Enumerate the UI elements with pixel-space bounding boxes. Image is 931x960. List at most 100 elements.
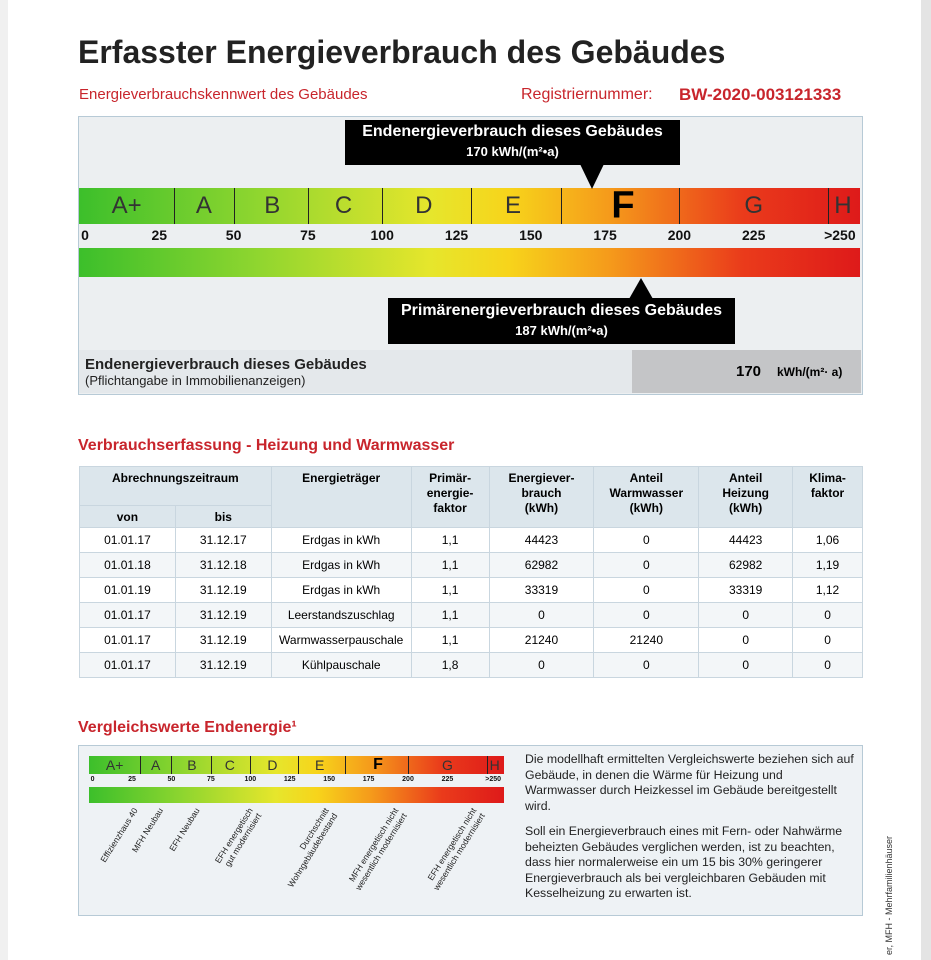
table-cell: 62982 xyxy=(698,552,794,578)
edge xyxy=(0,0,8,960)
tick-label: 75 xyxy=(300,227,316,243)
tick-label: 150 xyxy=(323,776,335,783)
divider xyxy=(250,756,252,774)
pointer xyxy=(629,278,653,299)
table-cell: 1,1 xyxy=(410,602,490,628)
column-header: Abrechnungszeitraum xyxy=(79,466,272,506)
gradient-bar xyxy=(79,248,860,277)
section-title: Vergleichswerte Endenergie¹ xyxy=(78,719,297,736)
table-cell: 1,1 xyxy=(410,577,490,603)
divider xyxy=(210,756,212,774)
class-label: E xyxy=(315,757,325,773)
column-header: Anteil Warmwasser (kWh) xyxy=(593,466,700,528)
class-label: A+ xyxy=(105,757,124,773)
tick-label: 125 xyxy=(283,776,296,783)
summary-value: 170 xyxy=(736,363,762,380)
table-cell: 0 xyxy=(698,627,794,653)
end-callout: Endenergieverbrauch dieses Gebäudes 170 … xyxy=(345,120,680,165)
table-cell: 31.12.19 xyxy=(174,602,272,628)
tick-label: 125 xyxy=(444,227,469,243)
table-cell: 01.01.19 xyxy=(79,577,176,603)
table-cell: 01.01.18 xyxy=(79,552,176,578)
table-row: 01.01.17 31.12.17 Erdgas in kWh 1,1 44423 0 44… xyxy=(79,527,863,553)
tick-label: 25 xyxy=(128,776,136,783)
table-cell: 01.01.17 xyxy=(79,627,176,653)
class-label: A+ xyxy=(111,192,142,219)
divider xyxy=(139,756,141,774)
end-title: Endenergieverbrauch dieses Gebäudes xyxy=(362,123,663,140)
table-cell: Erdgas in kWh xyxy=(270,552,412,578)
tick-label: 225 xyxy=(742,227,766,243)
side-note: er, MFH - Mehrfamilienhäuser xyxy=(884,835,894,955)
tick-label: 175 xyxy=(593,227,617,243)
table-cell: 0 xyxy=(488,652,595,678)
table-cell: 62982 xyxy=(488,552,595,578)
column-header: Primär- energie- faktor xyxy=(410,466,490,528)
table-cell: 01.01.17 xyxy=(79,527,176,553)
tick-label: 50 xyxy=(167,776,176,783)
table-cell: 0 xyxy=(593,652,700,678)
table-cell: Kühlpauschale xyxy=(270,652,412,678)
table-cell: 44423 xyxy=(488,527,595,553)
column-header: Energiever- brauch (kWh) xyxy=(488,466,595,528)
tick-label: 75 xyxy=(206,776,215,783)
table-cell: 31.12.19 xyxy=(174,652,272,678)
table-cell: 44423 xyxy=(698,527,794,553)
table-cell: 31.12.18 xyxy=(174,552,272,578)
table-cell: 21240 xyxy=(593,627,700,653)
table-row: 01.01.17 31.12.19 Kühlpauschale 1,8 0 0 0 0 xyxy=(79,652,863,678)
class-label: E xyxy=(504,192,521,219)
tick-label: 25 xyxy=(151,227,168,243)
table-cell: 0 xyxy=(698,652,794,678)
class-label: H xyxy=(834,192,852,219)
class-label: C xyxy=(224,757,235,773)
tick-label: 200 xyxy=(667,227,692,243)
tick-label: 150 xyxy=(519,227,543,243)
table-cell: Warmwasserpauschale xyxy=(270,627,412,653)
paragraph: Die modellhaft ermittelten Vergleichswer… xyxy=(525,752,854,813)
class-label: A xyxy=(151,757,161,773)
column-header: Anteil Heizung (kWh) xyxy=(698,466,794,528)
class-label: A xyxy=(195,192,212,219)
class-label: B xyxy=(264,192,281,219)
table-cell: 01.01.17 xyxy=(79,652,176,678)
table-cell: 1,8 xyxy=(410,652,490,678)
divider xyxy=(307,188,309,224)
column-header: Klima- faktor xyxy=(792,466,863,528)
divider xyxy=(486,756,488,774)
table-cell: 0 xyxy=(792,652,863,678)
tick-label: >250 xyxy=(485,776,502,783)
table-cell: 1,1 xyxy=(410,527,490,553)
table-row: 01.01.18 31.12.18 Erdgas in kWh 1,1 62982 0 62… xyxy=(79,552,863,578)
primary-title: Primärenergieverbrauch dieses Gebäudes xyxy=(400,302,723,319)
class-label: F xyxy=(611,184,635,227)
table-cell: 31.12.19 xyxy=(174,627,272,653)
class-label: G xyxy=(744,192,764,219)
end-value: 170 kWh/(m²•a) xyxy=(466,144,559,159)
tick-label: 100 xyxy=(370,227,394,243)
divider xyxy=(408,756,409,774)
table-row: 01.01.17 31.12.19 Warmwasserpauschale 1,1 21… xyxy=(79,627,863,653)
summary-right: 170 kWh/(m²· a) xyxy=(632,350,861,393)
table-cell: Leerstandszuschlag xyxy=(270,602,412,628)
table-cell: 33319 xyxy=(488,577,595,603)
header-row: von bis xyxy=(79,505,863,528)
edge xyxy=(921,0,931,960)
table-row: 01.01.17 31.12.19 Leerstandszuschlag 1,1 0 0 0… xyxy=(79,602,863,628)
class-label: H xyxy=(489,757,500,773)
table-cell: Erdgas in kWh xyxy=(270,527,412,553)
table-cell: 31.12.19 xyxy=(174,577,272,603)
class-bar xyxy=(89,756,504,774)
subtitle: Energieverbrauchskennwert des Gebäudes xyxy=(79,86,368,103)
class-label: D xyxy=(267,757,278,773)
class-label: D xyxy=(415,192,433,219)
reg-label: Registriernummer: xyxy=(521,86,653,103)
table-cell: 1,1 xyxy=(410,552,490,578)
divider xyxy=(344,756,346,774)
tick-label: 175 xyxy=(362,776,375,783)
table-cell: 1,1 xyxy=(410,627,490,653)
summary-label: Endenergieverbrauch dieses Gebäudes xyxy=(85,356,367,373)
reg-number: BW-2020-003121333 xyxy=(679,85,842,104)
table-cell: 0 xyxy=(593,527,700,553)
